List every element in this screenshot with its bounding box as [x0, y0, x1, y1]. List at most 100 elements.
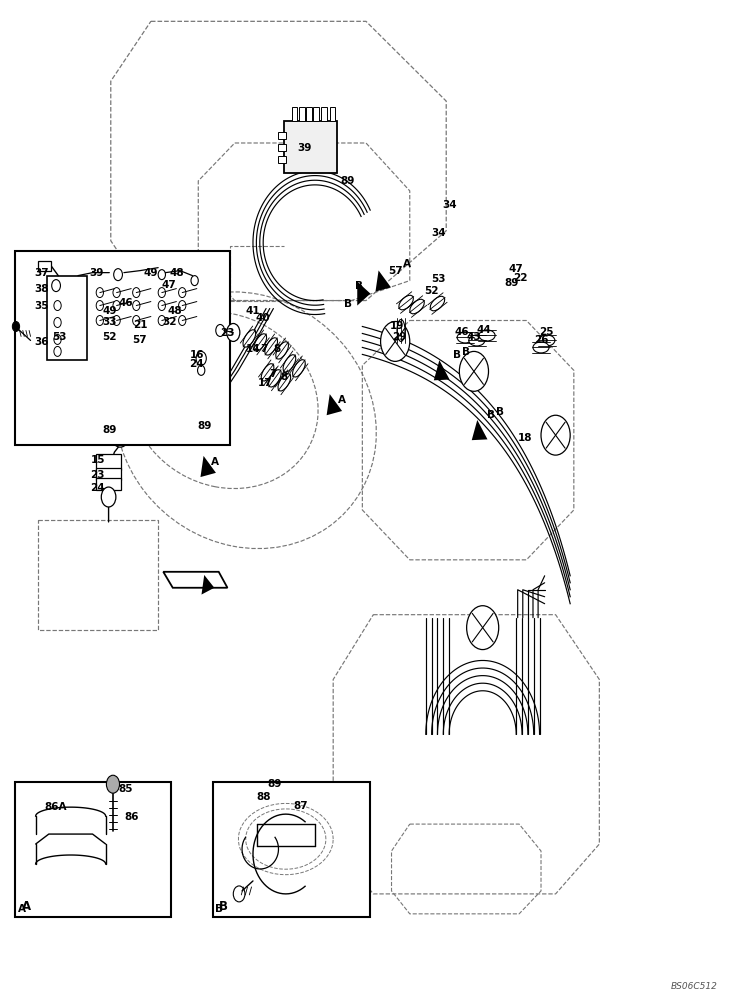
Bar — [313, 107, 319, 121]
Text: A: A — [403, 259, 411, 269]
Text: 21: 21 — [132, 320, 147, 330]
Text: 19: 19 — [389, 321, 404, 331]
Text: 53: 53 — [432, 274, 447, 284]
Circle shape — [541, 415, 570, 455]
Text: 23: 23 — [220, 328, 235, 338]
Text: 89: 89 — [504, 278, 519, 288]
Text: 7: 7 — [260, 344, 268, 354]
Text: 37: 37 — [34, 268, 49, 278]
Bar — [329, 107, 335, 121]
Bar — [96, 454, 121, 470]
Text: 34: 34 — [442, 200, 457, 210]
Polygon shape — [326, 394, 342, 415]
Text: 86A: 86A — [45, 802, 67, 812]
Text: 47: 47 — [162, 280, 176, 290]
Text: 85: 85 — [118, 784, 132, 794]
Text: 48: 48 — [168, 306, 182, 316]
Text: A: A — [338, 395, 346, 405]
Ellipse shape — [293, 360, 305, 377]
Bar — [213, 782, 370, 917]
Bar — [321, 107, 326, 121]
Bar — [278, 144, 285, 151]
Text: 35: 35 — [34, 301, 49, 311]
Bar — [278, 132, 285, 139]
Text: 14: 14 — [246, 344, 261, 354]
Text: 24: 24 — [90, 483, 105, 493]
Polygon shape — [471, 420, 488, 440]
Text: 7: 7 — [269, 369, 277, 379]
Text: B: B — [344, 299, 352, 309]
Text: 57: 57 — [132, 335, 147, 345]
Circle shape — [227, 323, 240, 341]
Polygon shape — [201, 456, 216, 477]
Ellipse shape — [254, 334, 266, 351]
Text: 29: 29 — [392, 332, 407, 342]
Ellipse shape — [269, 370, 281, 387]
Text: A: A — [18, 904, 26, 914]
Ellipse shape — [430, 296, 445, 311]
Circle shape — [52, 280, 61, 292]
Ellipse shape — [278, 374, 291, 391]
Ellipse shape — [265, 338, 277, 355]
Text: 46: 46 — [118, 298, 132, 308]
Bar — [306, 107, 312, 121]
Ellipse shape — [533, 342, 549, 353]
Text: 43: 43 — [466, 332, 481, 342]
Polygon shape — [163, 572, 228, 588]
Text: B: B — [219, 900, 228, 913]
Ellipse shape — [261, 364, 274, 381]
Ellipse shape — [458, 332, 473, 343]
Ellipse shape — [397, 320, 405, 341]
Ellipse shape — [479, 330, 495, 341]
Text: B: B — [355, 281, 363, 291]
Bar — [96, 468, 121, 480]
Text: 87: 87 — [293, 801, 307, 811]
Ellipse shape — [410, 299, 425, 314]
Circle shape — [111, 421, 130, 447]
Bar — [15, 782, 171, 917]
Bar — [15, 251, 230, 445]
Text: 24: 24 — [190, 359, 204, 369]
Text: 16: 16 — [190, 350, 204, 360]
Text: 89: 89 — [102, 425, 116, 435]
Text: 25: 25 — [539, 327, 554, 337]
Bar — [47, 276, 86, 360]
Text: 33: 33 — [102, 317, 116, 327]
Circle shape — [106, 775, 119, 793]
Ellipse shape — [243, 330, 255, 347]
Ellipse shape — [539, 335, 555, 346]
Text: 44: 44 — [477, 325, 491, 335]
Text: 88: 88 — [257, 792, 271, 802]
Text: 89: 89 — [340, 176, 355, 186]
Text: B: B — [214, 904, 223, 914]
Polygon shape — [434, 360, 449, 380]
Text: B: B — [496, 407, 504, 417]
Polygon shape — [201, 575, 214, 595]
Text: 17: 17 — [258, 378, 273, 388]
Text: 32: 32 — [162, 317, 176, 327]
Text: 23: 23 — [90, 470, 105, 480]
Text: A: A — [22, 900, 31, 913]
Text: 53: 53 — [53, 332, 67, 342]
Circle shape — [460, 351, 488, 391]
Text: 8: 8 — [274, 344, 280, 354]
Ellipse shape — [468, 335, 485, 346]
Text: 40: 40 — [255, 313, 270, 323]
Text: 57: 57 — [388, 266, 403, 276]
Text: B: B — [462, 347, 470, 357]
Text: 34: 34 — [432, 228, 447, 238]
Text: 86: 86 — [124, 812, 138, 822]
Text: 49: 49 — [143, 268, 158, 278]
Circle shape — [466, 606, 498, 650]
Text: 49: 49 — [102, 306, 116, 316]
Text: 89: 89 — [268, 779, 282, 789]
Circle shape — [381, 321, 410, 361]
Ellipse shape — [283, 355, 296, 372]
Text: 39: 39 — [297, 143, 311, 153]
Bar — [278, 156, 285, 163]
Text: 8: 8 — [280, 372, 287, 382]
Text: 46: 46 — [455, 327, 469, 337]
Text: B: B — [453, 350, 461, 360]
Text: 38: 38 — [34, 284, 49, 294]
Text: 41: 41 — [246, 306, 261, 316]
